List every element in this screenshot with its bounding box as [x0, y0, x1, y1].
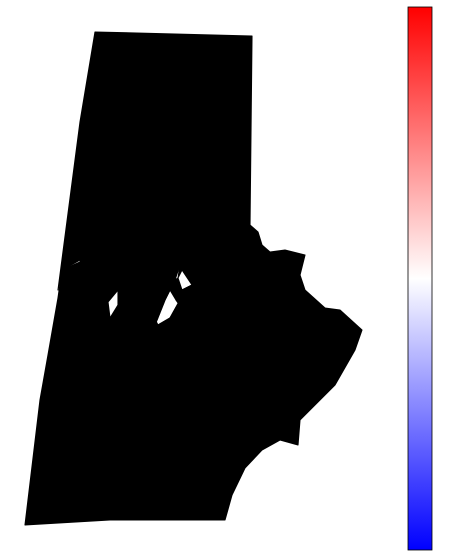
district-southwest-red — [24, 394, 126, 526]
district-center-white — [157, 284, 201, 331]
district-map — [24, 31, 363, 526]
colorbar-gradient — [407, 6, 433, 551]
district-south-pink — [109, 394, 233, 521]
colorbar — [407, 6, 433, 551]
